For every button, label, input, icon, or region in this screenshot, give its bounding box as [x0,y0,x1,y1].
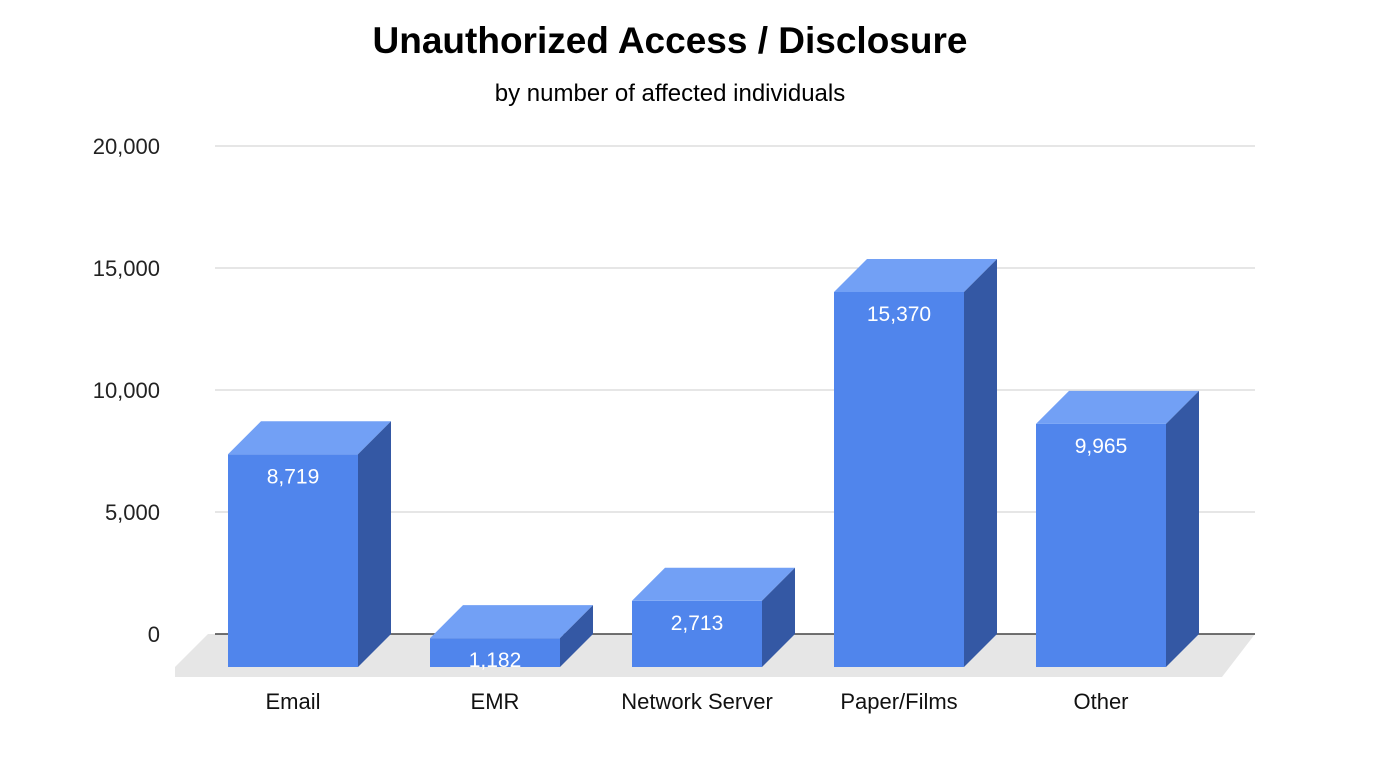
data-label: 8,719 [267,465,320,488]
bar: 2,713 [632,567,795,667]
bar-side-face [358,421,391,667]
bar-top-face [430,605,593,639]
data-label: 2,713 [671,612,724,635]
bar-front-face [632,600,762,667]
bar-top-face [1036,390,1199,424]
bar-side-face [560,605,593,667]
bar-top-face [834,258,997,292]
bar: 9,965 [1036,390,1199,667]
data-label: 9,965 [1075,435,1128,458]
bar: 8,719 [228,421,391,667]
bar-top-face [632,567,795,601]
bar: 15,370 [834,258,997,667]
y-tick-label: 10,000 [93,378,160,403]
bar-front-face [228,454,358,667]
x-tick-label: EMR [471,689,520,714]
x-axis: Email EMR Network Server Paper/Films Other [265,689,1128,714]
x-tick-label: Network Server [621,689,773,714]
x-tick-label: Email [265,689,320,714]
y-axis: 0 5,000 10,000 15,000 20,000 [93,134,160,647]
bar-front-face [430,638,560,667]
y-tick-label: 5,000 [105,500,160,525]
data-label: 15,370 [867,303,931,326]
bar-top-face [228,421,391,455]
chart-title: Unauthorized Access / Disclosure [372,20,968,61]
bar-front-face [834,291,964,667]
y-tick-label: 20,000 [93,134,160,159]
bars: 8,719 1,182 2,713 15,370 9,965 [228,258,1199,672]
x-tick-label: Paper/Films [840,689,957,714]
bar: 1,182 [430,605,593,672]
data-label: 1,182 [469,649,522,672]
chart-subtitle: by number of affected individuals [494,80,846,107]
bar-side-face [1166,390,1199,667]
bar-front-face [1036,423,1166,667]
y-tick-label: 0 [148,622,160,647]
bar-side-face [762,567,795,667]
bar-side-face [964,258,997,667]
x-tick-label: Other [1073,689,1128,714]
y-tick-label: 15,000 [93,256,160,281]
